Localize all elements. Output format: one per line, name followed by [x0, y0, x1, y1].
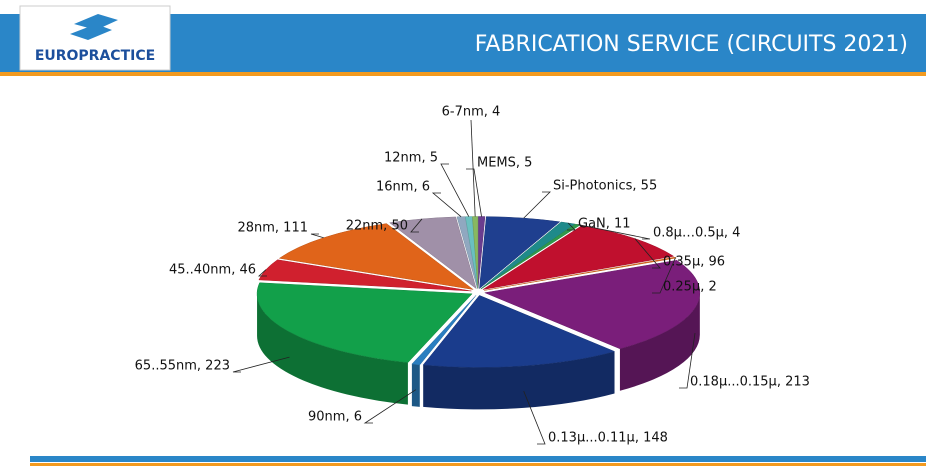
leader-line	[257, 269, 267, 277]
slice	[278, 223, 474, 290]
slice-side	[257, 293, 408, 405]
data-label: 0.13µ...0.11µ, 148	[548, 431, 668, 446]
data-label: 45..40nm, 46	[169, 263, 256, 278]
data-label: MEMS, 5	[477, 156, 532, 171]
leader-line	[470, 119, 476, 217]
leader-line	[363, 389, 417, 424]
slice	[479, 216, 561, 290]
data-label: Si-Photonics, 55	[553, 179, 657, 194]
footer-stripe	[30, 463, 926, 466]
data-label: 12nm, 5	[384, 151, 438, 166]
data-label: 22nm, 50	[346, 219, 408, 234]
header-stripe	[0, 72, 926, 76]
leader-line	[410, 218, 423, 233]
pie-chart: MEMS, 5 Si-Photonics, 55 GaN, 11 0.8µ…0.5µ,…	[135, 105, 810, 446]
data-label: 16nm, 6	[376, 180, 430, 195]
data-label: 0.8µ…0.5µ, 4	[653, 226, 740, 241]
leader-line	[440, 163, 470, 217]
leader-line	[431, 192, 462, 218]
chart-title: FABRICATION SERVICE (CIRCUITS 2021)	[475, 32, 908, 57]
leader-line	[523, 191, 551, 219]
data-label: 28nm, 111	[237, 221, 308, 236]
logo-text: EUROPRACTICE	[35, 48, 155, 64]
data-label: GaN, 11	[578, 217, 631, 232]
leader-line	[679, 333, 696, 389]
data-label: 6-7nm, 4	[442, 105, 501, 120]
leader-line	[523, 390, 546, 445]
leader-line	[634, 238, 661, 269]
leader-line	[652, 257, 676, 294]
data-label: 0.18µ...0.15µ, 213	[690, 375, 810, 390]
data-label: 90nm, 6	[308, 410, 362, 425]
leader-line	[466, 168, 482, 217]
slice-side	[411, 364, 420, 407]
data-label: 65..55nm, 223	[135, 359, 230, 374]
slice-side	[619, 292, 700, 391]
logo-icon	[70, 14, 118, 40]
slice	[483, 260, 701, 350]
leader-line	[567, 222, 576, 231]
data-label: 0.35µ, 96	[663, 255, 725, 270]
leader-line	[232, 356, 290, 373]
slice	[388, 216, 477, 290]
footer-band	[30, 456, 926, 462]
slice	[422, 295, 616, 368]
data-label: 0.25µ, 2	[663, 280, 717, 295]
slice	[258, 259, 472, 292]
leader-line	[310, 233, 324, 239]
slice	[256, 282, 473, 363]
slice	[411, 295, 477, 366]
leader-line	[577, 224, 651, 240]
slice-side	[423, 351, 615, 410]
